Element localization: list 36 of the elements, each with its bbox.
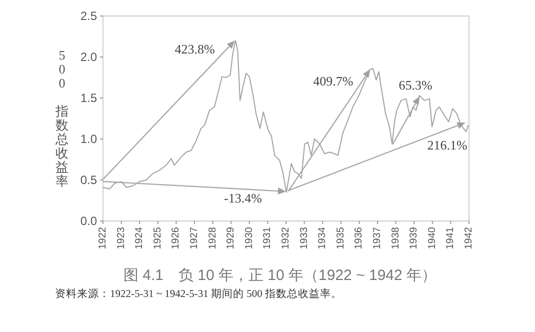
x-tick-label: 1935	[335, 226, 346, 250]
x-tick-label: 1927	[189, 226, 200, 250]
x-tick-label: 1931	[262, 226, 274, 250]
y-tick-label: 0.5	[80, 173, 98, 187]
x-tick-label: 1937	[372, 226, 383, 250]
x-tick-label: 1940	[426, 226, 438, 250]
y-tick-label: 2.0	[80, 50, 98, 64]
x-tick-label: 1929	[226, 226, 237, 250]
annotation: -13.4%	[224, 190, 262, 206]
annotation: 216.1%	[427, 138, 468, 153]
x-tick-label: 1939	[408, 226, 420, 250]
x-tick-label: 1926	[170, 226, 182, 250]
x-tick-label: 1942	[464, 226, 474, 250]
x-tick-label: 1930	[244, 226, 255, 250]
x-tick-label: 1941	[445, 226, 456, 250]
text: 500 指数总收益率	[56, 48, 68, 188]
y-tick-label: 0.0	[80, 214, 98, 228]
line-series	[102, 40, 469, 193]
x-tick-label: 1922	[98, 226, 108, 250]
text: 资料来源：1922-5-31 ~ 1942-5-31 期间的 500 指数总收益率。	[55, 287, 342, 300]
annotation: 65.3%	[398, 77, 433, 92]
x-tick-label: 1923	[116, 226, 127, 250]
y-tick-label: 1.0	[80, 132, 98, 146]
x-tick-label: 1932	[280, 226, 292, 250]
text: 图 4.1 负 10 年，正 10 年（1922 ~ 1942 年）	[123, 267, 437, 284]
x-tick-label: 1934	[317, 226, 328, 250]
x-tick-label: 1925	[152, 226, 164, 250]
x-tick-label: 1936	[354, 226, 365, 250]
y-tick-label: 2.5	[80, 9, 98, 23]
annotation: 423.8%	[174, 42, 215, 57]
x-tick-label: 1933	[298, 226, 310, 250]
annotation: 409.7%	[313, 73, 354, 88]
x-tick-label: 1924	[134, 226, 146, 250]
x-tick-label: 1938	[390, 226, 402, 250]
x-tick-label: 1928	[207, 226, 218, 250]
y-tick-label: 1.5	[80, 91, 98, 105]
